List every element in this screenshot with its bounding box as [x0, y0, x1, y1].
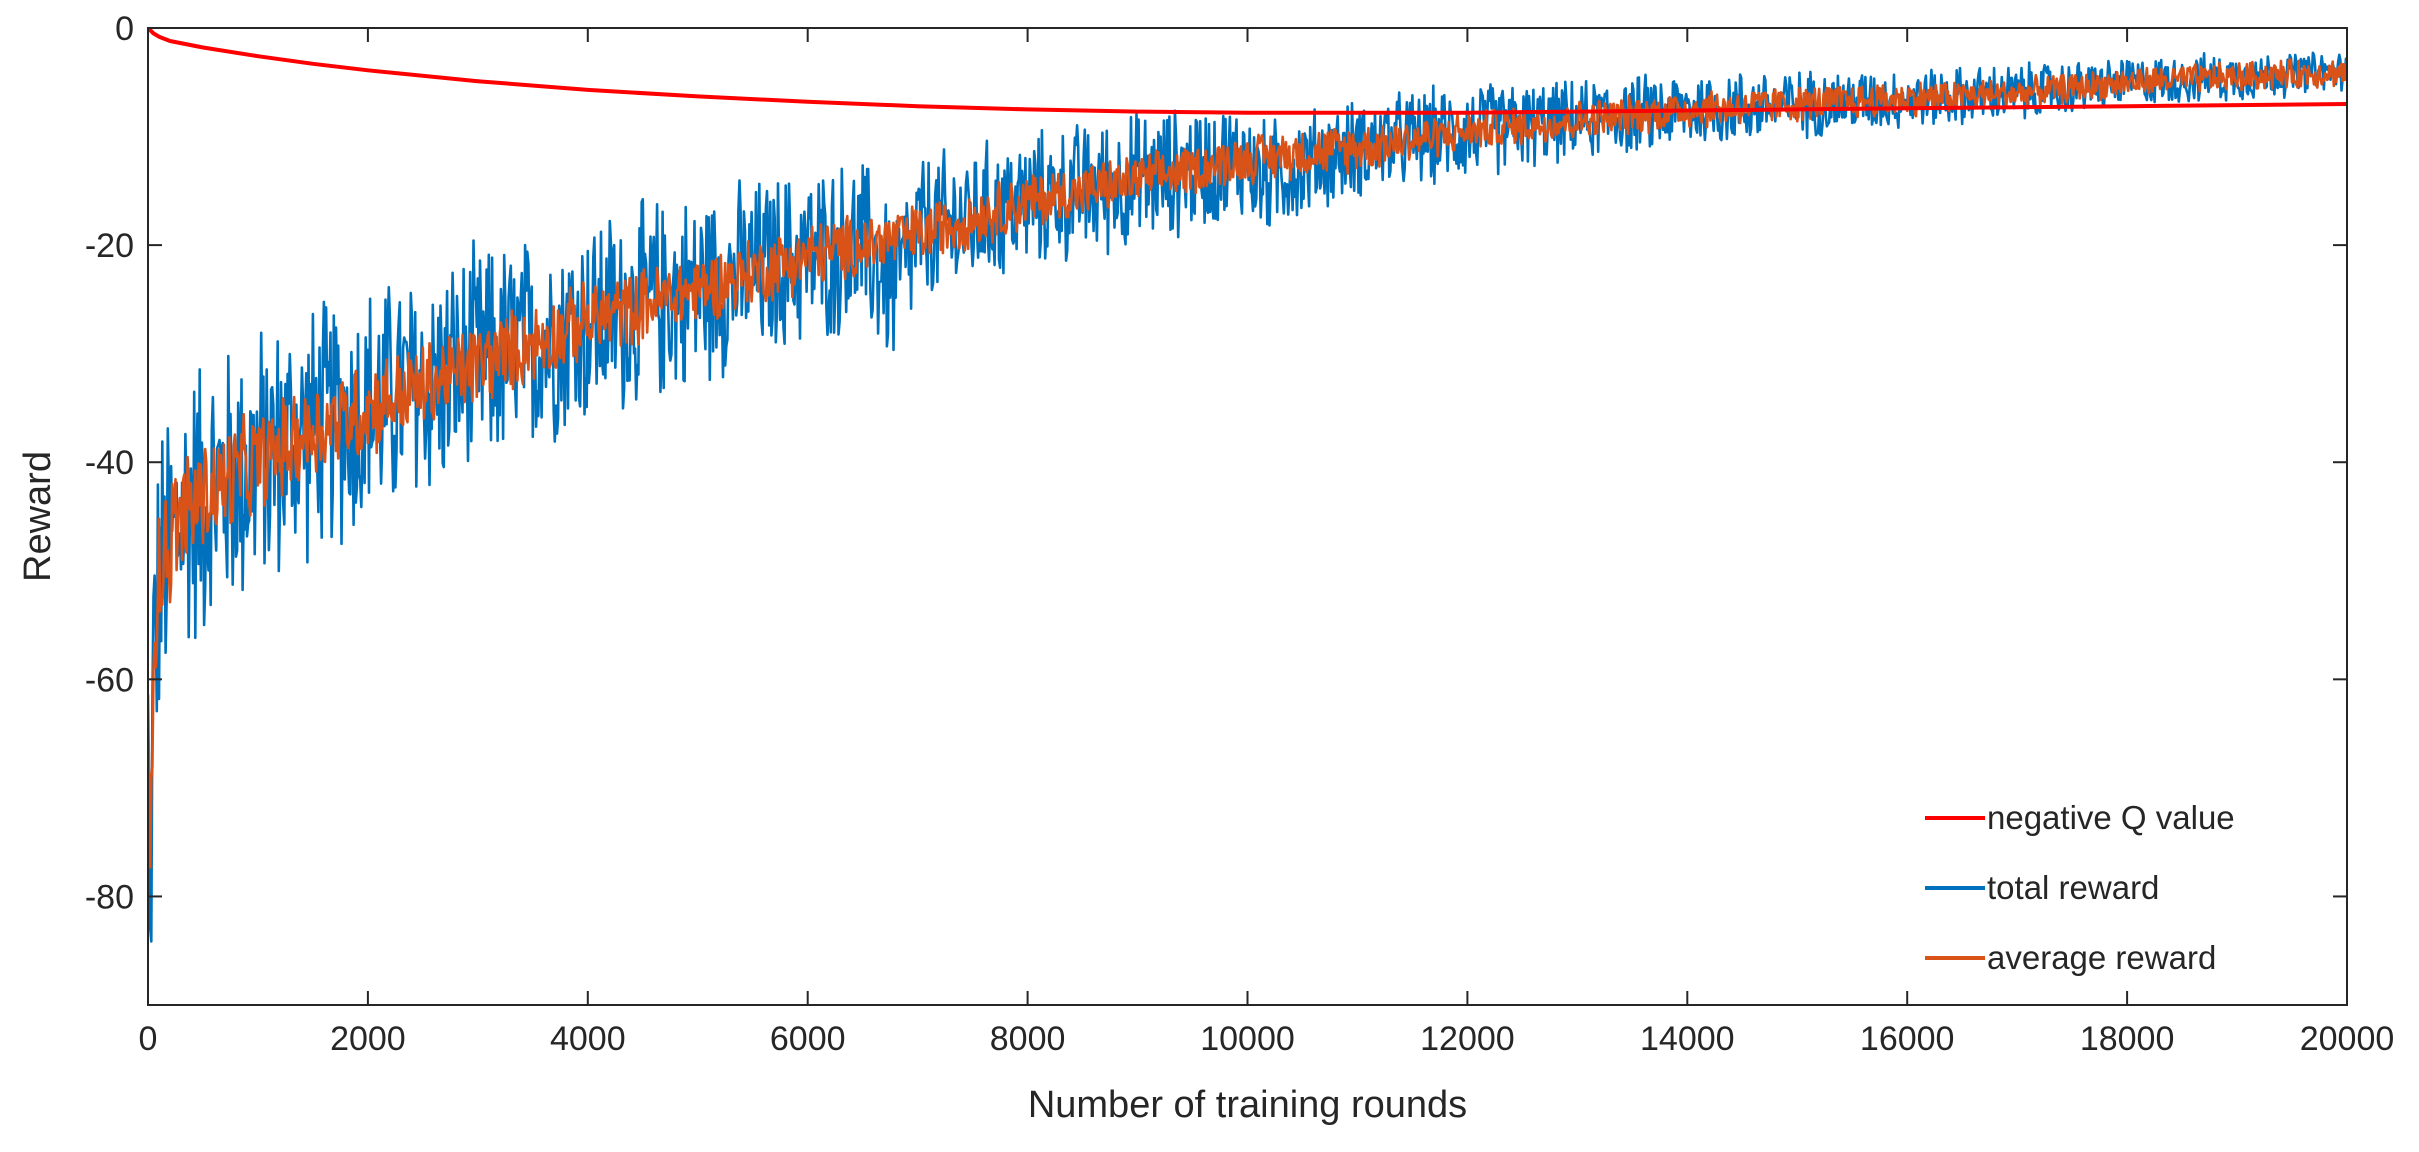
- x-tick-label: 8000: [990, 1020, 1066, 1058]
- legend-label: negative Q value: [1987, 799, 2235, 836]
- series-line-negative-q-value: [148, 28, 2347, 115]
- x-tick-label: 6000: [770, 1020, 846, 1058]
- x-tick-label: 0: [139, 1020, 158, 1058]
- x-tick-label: 10000: [1200, 1020, 1295, 1058]
- y-tick-label: -60: [85, 661, 134, 699]
- y-tick-label: -40: [85, 444, 134, 482]
- x-tick-label: 20000: [2300, 1020, 2395, 1058]
- series-line-average-reward: [148, 58, 2347, 869]
- legend-label: average reward: [1987, 939, 2216, 976]
- axes: 0 2000 4000 6000 8000 10000 12000 14000 16000 180…: [85, 10, 2394, 1058]
- y-tick-label: -80: [85, 878, 134, 916]
- plot-area: [148, 28, 2347, 943]
- x-tick-label: 4000: [550, 1020, 626, 1058]
- x-tick-label: 14000: [1640, 1020, 1735, 1058]
- x-tick-label: 12000: [1420, 1020, 1515, 1058]
- x-tick-label: 18000: [2080, 1020, 2175, 1058]
- legend: negative Q value total reward average rewa…: [1925, 799, 2235, 976]
- legend-label: total reward: [1987, 869, 2159, 906]
- y-axis-label: Reward: [17, 451, 59, 582]
- x-tick-label: 2000: [330, 1020, 406, 1058]
- y-tick-label: 0: [115, 10, 134, 48]
- x-tick-label: 16000: [1860, 1020, 1955, 1058]
- y-tick-label: -20: [85, 227, 134, 265]
- x-axis-label: Number of training rounds: [1028, 1084, 1467, 1126]
